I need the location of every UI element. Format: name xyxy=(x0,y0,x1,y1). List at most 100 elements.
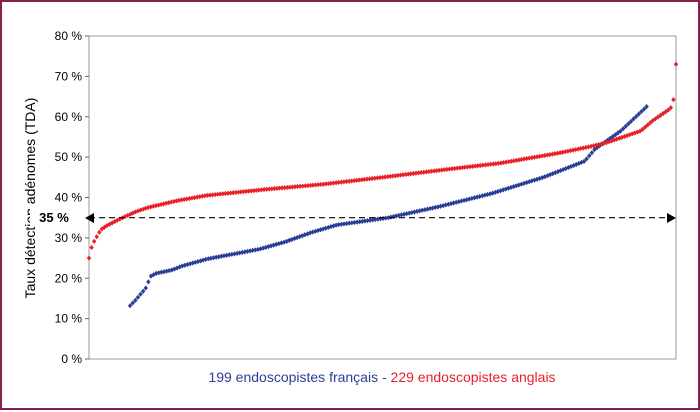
data-point xyxy=(308,182,313,188)
data-point xyxy=(421,169,426,175)
data-point xyxy=(607,135,613,142)
data-point xyxy=(362,218,368,224)
y-tick-label: 0 % xyxy=(61,352,82,366)
data-point xyxy=(354,177,359,183)
data-point xyxy=(349,220,355,226)
data-point xyxy=(460,164,465,171)
data-point xyxy=(388,173,393,179)
data-point xyxy=(328,180,334,186)
y-tick-label: 60 % xyxy=(55,110,83,124)
data-point xyxy=(375,175,380,181)
data-point xyxy=(349,178,354,184)
data-point xyxy=(166,200,172,206)
data-point xyxy=(626,121,631,127)
data-point xyxy=(555,169,561,175)
data-point xyxy=(138,291,143,297)
y-tick-label: 50 % xyxy=(55,150,83,164)
data-point xyxy=(618,128,623,134)
data-point xyxy=(272,185,277,192)
data-point xyxy=(172,266,177,272)
data-point xyxy=(557,150,563,156)
data-point xyxy=(344,220,349,227)
data-point xyxy=(601,140,607,146)
data-point xyxy=(232,251,237,257)
data-point xyxy=(109,220,115,226)
data-point xyxy=(86,255,92,261)
data-point xyxy=(360,218,365,224)
reference-label-bg xyxy=(30,208,78,226)
data-point xyxy=(336,222,342,228)
data-point xyxy=(352,219,357,226)
data-point xyxy=(238,189,244,195)
data-point xyxy=(411,170,416,177)
data-point xyxy=(346,178,352,184)
data-point xyxy=(395,172,401,178)
data-point xyxy=(426,168,432,175)
data-point xyxy=(151,272,156,278)
data-point xyxy=(135,294,141,300)
y-tick-label: 70 % xyxy=(55,69,83,83)
data-point xyxy=(434,168,439,174)
data-point xyxy=(639,108,644,115)
data-point xyxy=(560,149,565,155)
y-tick-label: 20 % xyxy=(55,271,83,285)
data-point xyxy=(579,159,584,166)
data-point xyxy=(491,161,496,167)
data-point xyxy=(362,176,367,183)
data-point xyxy=(615,130,621,136)
data-point xyxy=(153,270,159,276)
data-point xyxy=(591,143,596,149)
data-point xyxy=(478,162,483,169)
data-point xyxy=(623,123,628,129)
data-point xyxy=(94,234,99,240)
y-tick-label: 10 % xyxy=(55,312,83,326)
reference-line-35: 35 % xyxy=(30,208,676,226)
data-point xyxy=(359,177,365,183)
data-point xyxy=(442,167,447,173)
data-point xyxy=(390,173,395,179)
data-point xyxy=(550,171,555,177)
data-point xyxy=(212,191,218,198)
data-point xyxy=(180,263,185,269)
data-point xyxy=(261,186,267,193)
data-point xyxy=(143,205,148,211)
data-point xyxy=(193,259,198,265)
data-point xyxy=(488,161,493,167)
data-point xyxy=(383,215,388,221)
data-point xyxy=(251,187,256,194)
data-point xyxy=(189,195,195,201)
data-point xyxy=(143,285,148,291)
data-point xyxy=(480,162,486,168)
data-point xyxy=(403,171,408,178)
data-point xyxy=(310,182,316,188)
data-point xyxy=(398,172,403,178)
data-point xyxy=(666,107,671,113)
data-point xyxy=(297,183,303,189)
data-point xyxy=(439,167,444,173)
data-point xyxy=(496,160,501,166)
data-point xyxy=(447,166,452,172)
data-point xyxy=(472,163,478,169)
data-point xyxy=(267,186,272,192)
data-point xyxy=(254,187,259,193)
data-point xyxy=(642,124,648,130)
data-point xyxy=(282,185,287,191)
data-point xyxy=(400,172,406,178)
data-point xyxy=(140,288,146,294)
data-point xyxy=(493,161,498,167)
data-point xyxy=(331,180,336,186)
data-point xyxy=(326,181,331,187)
data-point xyxy=(581,158,587,165)
data-point xyxy=(210,192,215,198)
data-point xyxy=(553,170,558,176)
data-point xyxy=(560,166,566,173)
data-point xyxy=(344,178,349,185)
data-point xyxy=(485,161,491,168)
data-point xyxy=(97,229,102,235)
data-point xyxy=(246,188,251,194)
data-point xyxy=(617,135,622,141)
data-point xyxy=(610,133,615,140)
data-point xyxy=(377,175,383,181)
